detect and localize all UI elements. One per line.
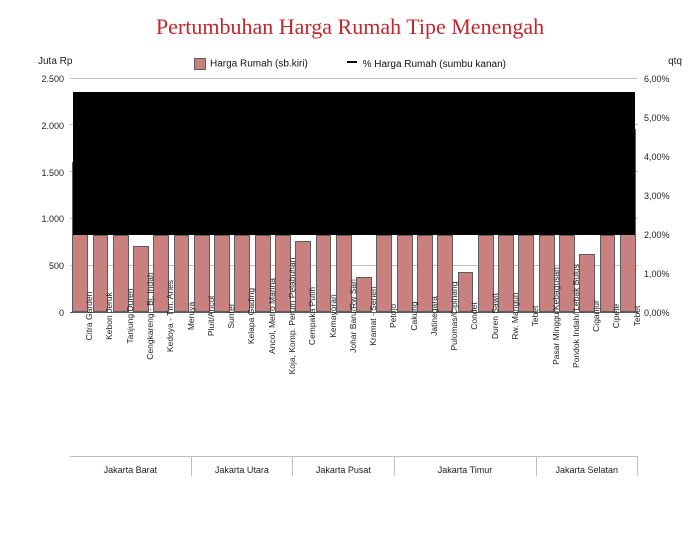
- y-left-tick: 500: [34, 261, 64, 271]
- legend-swatch-bar: [194, 58, 206, 70]
- bar: [174, 235, 190, 312]
- group-rule: [70, 456, 638, 457]
- y-left-tick: 1.500: [34, 168, 64, 178]
- x-label-slot: Kemayoran: [313, 316, 333, 456]
- x-label-slot: Kelapa Gading: [232, 316, 252, 456]
- x-label: Tebet: [628, 306, 642, 327]
- y-right-tick: 6,00%: [644, 74, 684, 84]
- y-right-tick: 0,00%: [644, 308, 684, 318]
- y-right-tick: 1,00%: [644, 269, 684, 279]
- y-left-tick: 2.500: [34, 74, 64, 84]
- legend-label-bar: Harga Rumah (sb.kiri): [210, 59, 308, 70]
- x-label-slot: Tebet: [516, 316, 536, 456]
- y-right-tick: 2,00%: [644, 230, 684, 240]
- x-label-slot: Ciganjur: [577, 316, 597, 456]
- redaction-overlay: [73, 92, 635, 235]
- x-label-slot: Ancol, Metro Marina: [253, 316, 273, 456]
- x-label-slot: Cipete: [597, 316, 617, 456]
- x-label-slot: Citra Garden: [70, 316, 90, 456]
- legend-label-line: % Harga Rumah (sumbu kanan): [363, 59, 506, 70]
- bar: [600, 235, 616, 312]
- x-label-slot: Cakung: [395, 316, 415, 456]
- x-label-slot: Kramat - Senen: [354, 316, 374, 456]
- x-label-slot: Tebet: [618, 316, 638, 456]
- x-label-slot: Pasar Minggu/Kebagusan: [536, 316, 556, 456]
- x-axis-labels: Citra GardenKebon JerukTanjung DurenCeng…: [70, 316, 638, 456]
- legend: Harga Rumah (sb.kiri) % Harga Rumah (sum…: [0, 58, 700, 70]
- chart-container: Pertumbuhan Harga Rumah Tipe Menengah Ju…: [0, 0, 700, 541]
- group-label: Jakarta Timur: [395, 456, 537, 476]
- y-right-tick: 4,00%: [644, 152, 684, 162]
- x-label-slot: Cempaka Putih: [293, 316, 313, 456]
- legend-item-bar: Harga Rumah (sb.kiri): [194, 58, 308, 70]
- x-label-slot: Kebon Jeruk: [90, 316, 110, 456]
- bar: [214, 235, 230, 312]
- chart-title: Pertumbuhan Harga Rumah Tipe Menengah: [0, 14, 700, 40]
- group-axis: Jakarta BaratJakarta UtaraJakarta PusatJ…: [70, 456, 638, 476]
- bar: [376, 235, 392, 312]
- y-left-tick: 0: [34, 308, 64, 318]
- x-label-slot: Jatinegara: [415, 316, 435, 456]
- y-right-tick: 5,00%: [644, 113, 684, 123]
- x-label-slot: Koja, Komp. Perum Pelabuhan: [273, 316, 293, 456]
- legend-swatch-line: [347, 61, 357, 63]
- group-label: Jakarta Pusat: [293, 456, 394, 476]
- x-label-slot: Condet: [455, 316, 475, 456]
- x-label-slot: Cengkareng - Bj. Indah: [131, 316, 151, 456]
- legend-item-line: % Harga Rumah (sumbu kanan): [347, 59, 506, 70]
- x-label-slot: Johar Baru/Rw Sari: [334, 316, 354, 456]
- x-label-slot: Duren Sawit: [476, 316, 496, 456]
- x-label-slot: Rw. Mangun: [496, 316, 516, 456]
- group-label: Jakarta Utara: [192, 456, 293, 476]
- y-left-tick: 1.000: [34, 214, 64, 224]
- x-label-slot: Meruya: [171, 316, 191, 456]
- x-label-slot: Pondok Indah/ Lebak Bulus: [557, 316, 577, 456]
- x-label-slot: Kedoya - Tm. Aries: [151, 316, 171, 456]
- y-right-tick: 3,00%: [644, 191, 684, 201]
- x-label-slot: Sunter: [212, 316, 232, 456]
- x-label-slot: Pluit/Ancol: [192, 316, 212, 456]
- bar: [518, 235, 534, 312]
- group-label: Jakarta Barat: [70, 456, 192, 476]
- group-label: Jakarta Selatan: [537, 456, 638, 476]
- x-label-slot: Petojo: [374, 316, 394, 456]
- y-left-tick: 2.000: [34, 121, 64, 131]
- x-label-slot: Tanjung Duren: [111, 316, 131, 456]
- x-label-slot: Pulomas/Cipinang: [435, 316, 455, 456]
